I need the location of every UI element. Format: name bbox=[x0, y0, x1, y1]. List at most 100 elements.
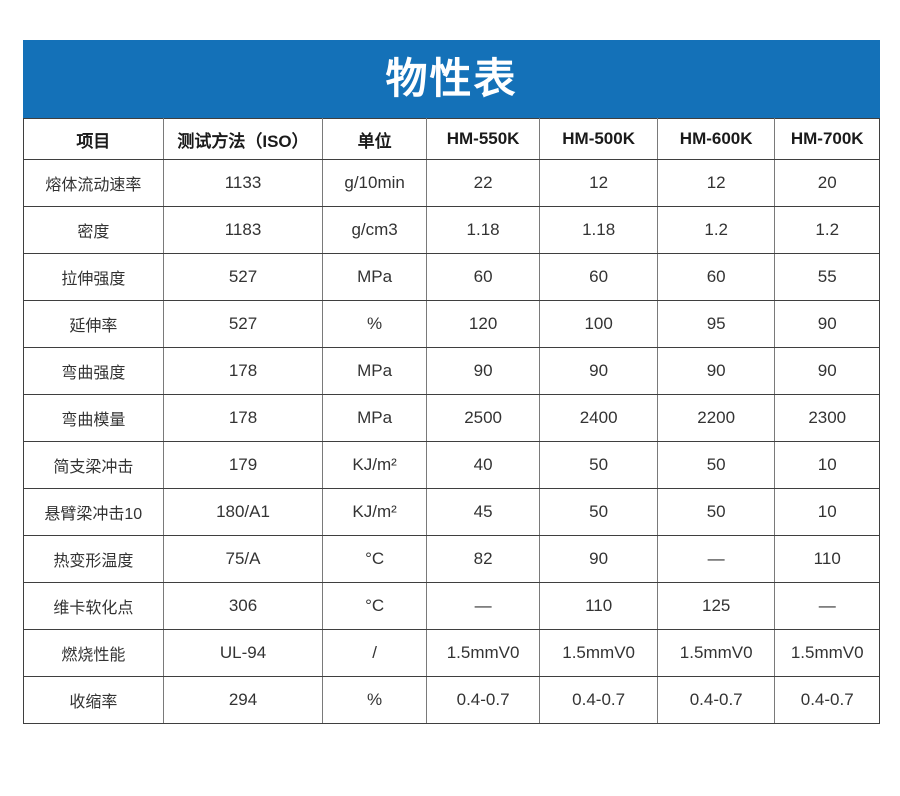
page-title: 物性表 bbox=[385, 55, 518, 102]
property-sheet: 物性表 项目 测试方法（ISO） 单位 HM-550K HM-500K HM-600K HM… bbox=[23, 40, 880, 724]
table-cell: — bbox=[774, 582, 880, 630]
header-cell: HM-500K bbox=[539, 118, 658, 160]
table-cell: 179 bbox=[162, 441, 324, 489]
table-cell: 125 bbox=[656, 582, 776, 630]
table-cell: 82 bbox=[425, 535, 541, 583]
table-cell: 50 bbox=[656, 441, 776, 489]
table-cell: 2300 bbox=[774, 394, 880, 442]
table-cell: — bbox=[425, 582, 541, 630]
row-label: 拉伸强度 bbox=[23, 253, 164, 301]
table-cell: 60 bbox=[539, 253, 658, 301]
table-cell: 1.2 bbox=[774, 206, 880, 254]
table-row: 熔体流动速率 1133 g/10min 22 12 12 20 bbox=[23, 159, 880, 207]
table-cell: UL-94 bbox=[162, 629, 324, 677]
table-cell: 75/A bbox=[162, 535, 324, 583]
table-cell: 1.5mmV0 bbox=[656, 629, 776, 677]
table-cell: 0.4-0.7 bbox=[539, 676, 658, 724]
table-cell: 90 bbox=[774, 347, 880, 395]
table-cell: 55 bbox=[774, 253, 880, 301]
table-row: 热变形温度 75/A °C 82 90—110 bbox=[23, 535, 880, 583]
table-cell: 60 bbox=[425, 253, 541, 301]
row-label: 悬臂梁冲击10 bbox=[23, 488, 164, 536]
table-cell: 1.18 bbox=[539, 206, 658, 254]
table-cell: 90 bbox=[425, 347, 541, 395]
table-row: 维卡软化点 306 °C —110 125— bbox=[23, 582, 880, 630]
table-cell: 1.5mmV0 bbox=[425, 629, 541, 677]
table-cell: 100 bbox=[539, 300, 658, 348]
table-cell: 1133 bbox=[162, 159, 324, 207]
table-cell: 527 bbox=[162, 253, 324, 301]
table-cell: — bbox=[656, 535, 776, 583]
table-cell: 2400 bbox=[539, 394, 658, 442]
table-cell: 527 bbox=[162, 300, 324, 348]
title-banner: 物性表 bbox=[23, 40, 880, 118]
header-row: 项目 测试方法（ISO） 单位 HM-550K HM-500K HM-600K HM-700… bbox=[23, 118, 880, 160]
table-cell: 178 bbox=[162, 394, 324, 442]
row-label: 延伸率 bbox=[23, 300, 164, 348]
table-cell: 95 bbox=[656, 300, 776, 348]
table-cell: % bbox=[322, 300, 427, 348]
table-cell: MPa bbox=[322, 394, 427, 442]
row-label: 密度 bbox=[23, 206, 164, 254]
table-cell: 45 bbox=[425, 488, 541, 536]
table-row: 悬臂梁冲击10 180/A1 KJ/m² 45 50 50 10 bbox=[23, 488, 880, 536]
table-cell: MPa bbox=[322, 253, 427, 301]
header-cell: 测试方法（ISO） bbox=[162, 118, 324, 160]
table-row: 延伸率 527% 120 100 95 90 bbox=[23, 300, 880, 348]
table-row: 拉伸强度 527 MPa 60 60 60 55 bbox=[23, 253, 880, 301]
table-cell: 50 bbox=[539, 441, 658, 489]
table-body: 熔体流动速率 1133 g/10min 22 12 12 20 密度 1183 g/cm3 1.18… bbox=[23, 159, 880, 724]
header-cell: 单位 bbox=[322, 118, 427, 160]
table-cell: 40 bbox=[425, 441, 541, 489]
header-cell: HM-550K bbox=[425, 118, 541, 160]
table-cell: / bbox=[322, 629, 427, 677]
table-cell: 1.5mmV0 bbox=[539, 629, 658, 677]
table-cell: 110 bbox=[539, 582, 658, 630]
header-cell: HM-600K bbox=[656, 118, 776, 160]
table-cell: 90 bbox=[774, 300, 880, 348]
table-row: 密度 1183 g/cm3 1.18 1.18 1.2 1.2 bbox=[23, 206, 880, 254]
row-label: 弯曲强度 bbox=[23, 347, 164, 395]
row-label: 维卡软化点 bbox=[23, 582, 164, 630]
table-cell: 22 bbox=[425, 159, 541, 207]
header-cell: HM-700K bbox=[774, 118, 880, 160]
table-cell: 110 bbox=[774, 535, 880, 583]
table-cell: 1.5mmV0 bbox=[774, 629, 880, 677]
table-cell: °C bbox=[322, 582, 427, 630]
row-label: 弯曲模量 bbox=[23, 394, 164, 442]
table-cell: 1.2 bbox=[656, 206, 776, 254]
table-row: 简支梁冲击 179 KJ/m² 40 50 50 10 bbox=[23, 441, 880, 489]
table-cell: 306 bbox=[162, 582, 324, 630]
table-cell: °C bbox=[322, 535, 427, 583]
row-label: 简支梁冲击 bbox=[23, 441, 164, 489]
table-cell: 0.4-0.7 bbox=[656, 676, 776, 724]
table-cell: 294 bbox=[162, 676, 324, 724]
table-cell: 20 bbox=[774, 159, 880, 207]
table-row: 弯曲强度 178 MPa 90 90 90 90 bbox=[23, 347, 880, 395]
row-label: 收缩率 bbox=[23, 676, 164, 724]
header-cell: 项目 bbox=[23, 118, 164, 160]
table-row: 燃烧性能 UL-94/1.5mmV0 1.5mmV0 1.5mmV0 1.5mmV0 bbox=[23, 629, 880, 677]
table-cell: 120 bbox=[425, 300, 541, 348]
table-cell: 12 bbox=[539, 159, 658, 207]
table-cell: MPa bbox=[322, 347, 427, 395]
table-cell: 90 bbox=[539, 535, 658, 583]
table-cell: 60 bbox=[656, 253, 776, 301]
table-cell: 1.18 bbox=[425, 206, 541, 254]
row-label: 熔体流动速率 bbox=[23, 159, 164, 207]
row-label: 燃烧性能 bbox=[23, 629, 164, 677]
table-cell: 180/A1 bbox=[162, 488, 324, 536]
table-cell: 0.4-0.7 bbox=[774, 676, 880, 724]
table-cell: 2500 bbox=[425, 394, 541, 442]
table-cell: KJ/m² bbox=[322, 488, 427, 536]
table-cell: 50 bbox=[656, 488, 776, 536]
row-label: 热变形温度 bbox=[23, 535, 164, 583]
table-cell: 90 bbox=[656, 347, 776, 395]
properties-table: 项目 测试方法（ISO） 单位 HM-550K HM-500K HM-600K HM-700… bbox=[23, 118, 880, 724]
table-cell: g/10min bbox=[322, 159, 427, 207]
table-row: 收缩率 294% 0.4-0.7 0.4-0.7 0.4-0.7 0.4-0.7 bbox=[23, 676, 880, 724]
table-cell: 10 bbox=[774, 488, 880, 536]
table-cell: KJ/m² bbox=[322, 441, 427, 489]
table-cell: 178 bbox=[162, 347, 324, 395]
table-cell: 10 bbox=[774, 441, 880, 489]
